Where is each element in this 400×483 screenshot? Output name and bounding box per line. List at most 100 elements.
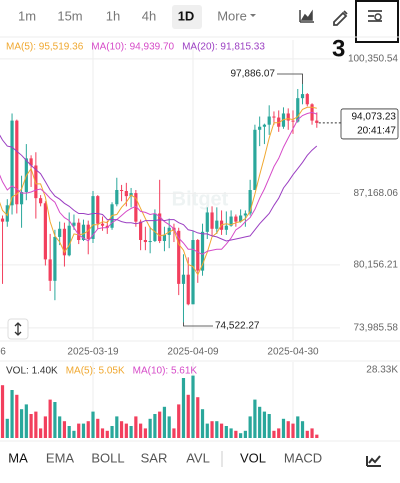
candle-body [58, 228, 62, 237]
indicator-icon[interactable] [299, 9, 314, 23]
candle-body [205, 212, 209, 232]
candle-body [272, 116, 276, 118]
draw-icon[interactable] [333, 10, 348, 26]
candle-body [224, 225, 228, 230]
volume-bar [300, 421, 305, 438]
volume-legend: VOL: 1.40K [6, 366, 58, 377]
volume-bar [196, 397, 200, 438]
candle-body [43, 203, 47, 260]
volume-bar [239, 433, 243, 438]
indicator-tab[interactable]: BOLL [91, 450, 124, 465]
legend-entry: MA(5): 95,519.36 [6, 42, 84, 53]
volume-bar [53, 402, 57, 438]
volume-bar [267, 414, 271, 438]
volume-bar [86, 421, 90, 438]
candle-body [0, 218, 5, 222]
settings-icon[interactable] [368, 10, 382, 22]
y-tick-label: 73,985.58 [354, 323, 399, 334]
volume-bar [248, 416, 252, 438]
volume-bar [148, 418, 152, 438]
candle-body [119, 190, 124, 192]
high-pointer [277, 73, 303, 85]
timeframe-tab[interactable]: 1h [106, 8, 120, 23]
volume-bar [253, 399, 257, 438]
candle-body [239, 215, 243, 222]
ma-line [0, 106, 317, 276]
timeframe-tab[interactable]: 1m [18, 8, 36, 23]
volume-plot [0, 375, 319, 438]
volume-bar [305, 430, 309, 438]
volume-bar [272, 430, 276, 438]
candle-body [19, 192, 24, 205]
candle-body [91, 196, 95, 239]
volume-bar [105, 430, 109, 438]
volume-bar [219, 423, 224, 438]
low-pointer [183, 322, 213, 327]
candle-body [143, 240, 147, 243]
volume-bar [43, 416, 47, 438]
candle-body [53, 236, 57, 281]
price-tag [340, 108, 399, 140]
volume-bar [210, 421, 214, 438]
volume-bar [67, 426, 71, 438]
volume-bar [262, 411, 267, 438]
candle-body [196, 240, 200, 271]
timeframe-tab[interactable]: 15m [57, 8, 82, 23]
indicator-tab[interactable]: AVL [186, 450, 210, 465]
candle-body [10, 120, 14, 206]
volume-bar [77, 423, 81, 438]
candle-body [72, 222, 76, 226]
chart-type-icon[interactable] [366, 455, 381, 467]
volume-bar [258, 406, 262, 438]
volume-bar [134, 416, 138, 438]
candle-body [158, 213, 162, 242]
volume-bar [143, 428, 147, 438]
candle-body [267, 116, 271, 125]
indicator-tab[interactable]: SAR [141, 450, 168, 465]
timeframe-tab[interactable]: 1D [178, 8, 195, 23]
candle-body [181, 274, 186, 284]
x-tick-label: 2025-04-09 [167, 347, 219, 358]
timeframe-tab[interactable]: 4h [142, 8, 156, 23]
candle-body [229, 216, 233, 226]
volume-bar [167, 416, 171, 438]
candle-body [243, 213, 247, 216]
candle-body [210, 212, 214, 229]
volume-bar [162, 406, 167, 438]
indicator-tab[interactable]: MACD [284, 450, 322, 465]
volume-bar [205, 423, 209, 438]
candle-body [191, 240, 195, 305]
candle-body [100, 223, 105, 226]
timeframe-tab[interactable]: More [217, 8, 247, 23]
candle-body [29, 158, 33, 166]
volume-bar [186, 394, 190, 438]
candle-body [81, 224, 86, 240]
candle-body [77, 222, 81, 240]
candle-body [286, 113, 290, 121]
candle-body [177, 230, 181, 284]
indicator-tab[interactable]: EMA [46, 450, 75, 465]
volume-bar [291, 423, 295, 438]
volume-bar [5, 418, 9, 438]
volume-bar [15, 394, 19, 438]
candle-body [139, 221, 143, 240]
volume-bar [81, 423, 86, 438]
candle-body [124, 191, 128, 197]
volume-bar [72, 430, 76, 438]
volume-legend: MA(10): 5.61K [133, 366, 198, 377]
candle-body [62, 228, 67, 256]
candle-body [5, 205, 9, 222]
volume-bar [215, 421, 219, 438]
candle-body [291, 120, 295, 122]
indicator-tab[interactable]: MA [8, 450, 28, 465]
candle-body [305, 94, 309, 105]
volume-bar [115, 416, 119, 438]
volume-bar [110, 426, 114, 438]
volume-bar [39, 428, 43, 438]
candle-body [67, 225, 71, 256]
more-caret [250, 14, 256, 17]
y-tick-label: 87,168.06 [354, 188, 399, 199]
indicator-tab[interactable]: VOL [240, 450, 266, 465]
volume-bar [234, 430, 238, 438]
